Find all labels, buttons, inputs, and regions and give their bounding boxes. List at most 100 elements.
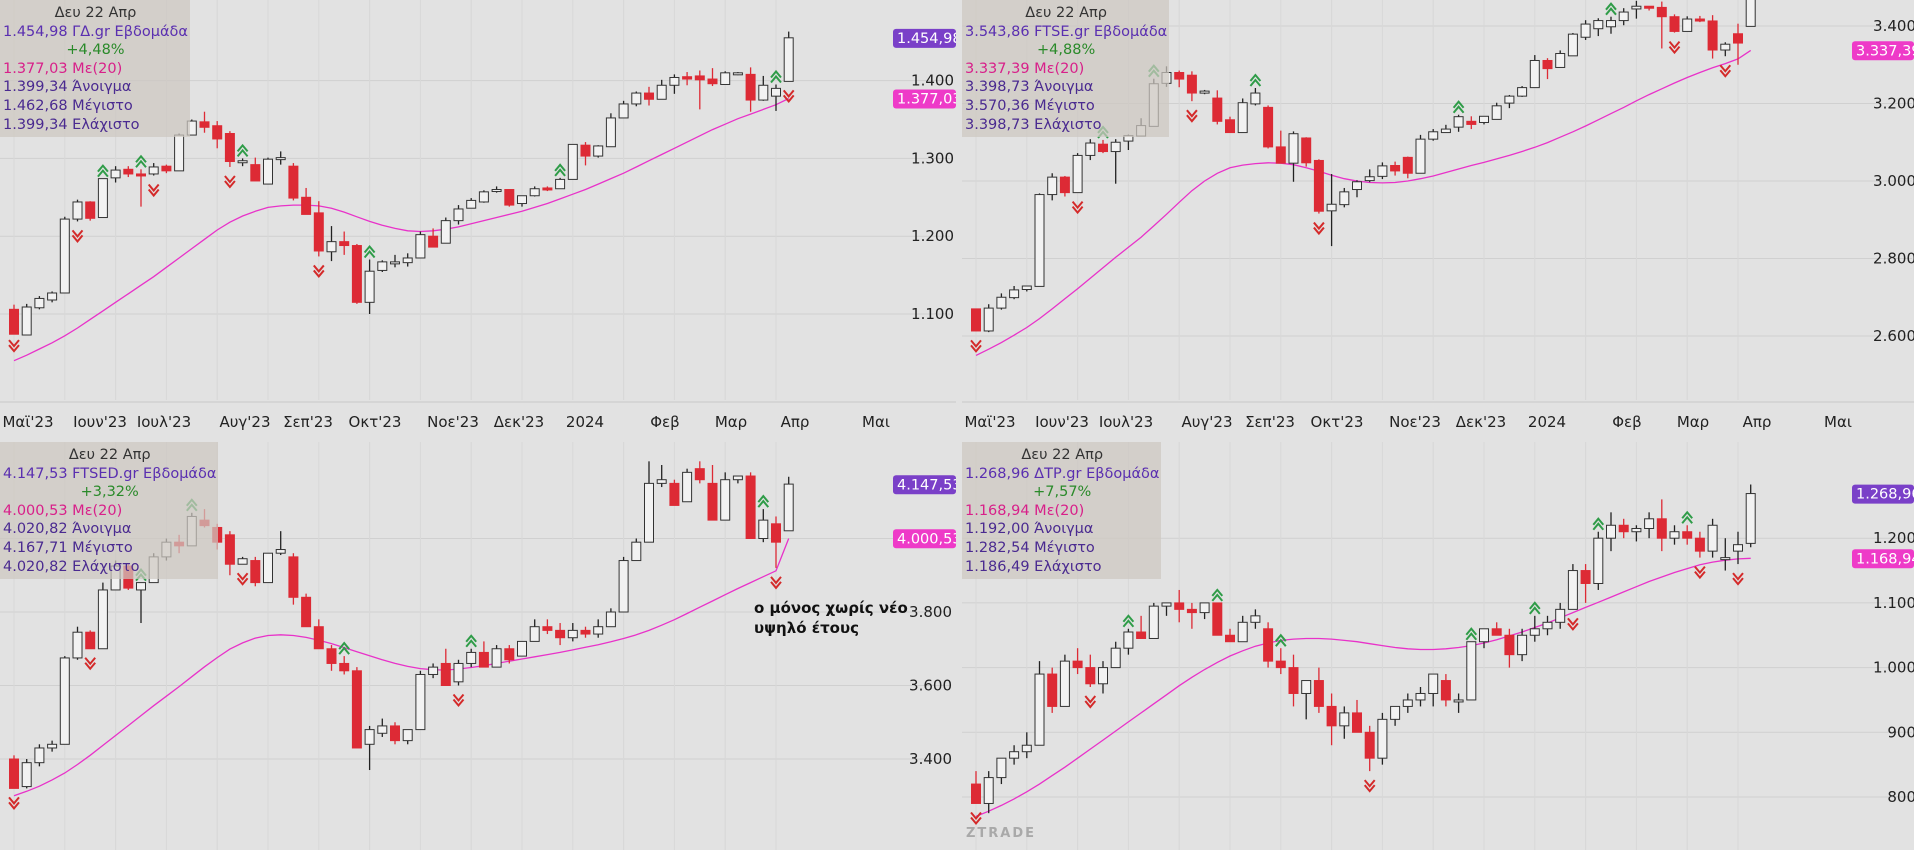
candle [1580,564,1591,603]
candle-body [1606,524,1616,539]
ma-tag-bg [1852,549,1914,569]
x-tick-label: Δεκ'23 [494,413,544,431]
candle-body [971,783,981,804]
candle-body [1161,602,1172,607]
candle [555,177,566,190]
candle [212,121,223,149]
candle [275,531,286,556]
candle [1466,641,1477,701]
candle-body [983,307,994,332]
candle-body [1212,97,1223,122]
candle-body [351,670,362,749]
candle [1694,531,1705,558]
x-tick-label: Οκτ'23 [1311,413,1364,431]
candle-body [1021,285,1032,291]
arrow-down-icon [1084,695,1097,709]
candle [326,226,337,262]
ma-tag: 1.377,03 [893,89,956,109]
candle [237,556,248,565]
legend-open: 1.192,00 Άνοιγμα [965,521,1094,538]
candle-body [669,482,680,506]
x-tick-label: Αυγ'23 [1181,413,1232,431]
candle [1275,648,1286,675]
legend-close: 3.543,86 FTSE.gr Εβδομάδα [965,23,1168,40]
candle [1504,94,1515,109]
candle-body [618,560,629,613]
candle [85,201,96,221]
legend-high: 1.282,54 Μέγιστο [965,539,1095,556]
candle [771,84,781,111]
arrow-down-icon [1071,200,1084,215]
candle-body [1174,72,1185,80]
y-tick-label: 1.200 [911,227,954,245]
candle-body [1555,53,1566,68]
candle-body [377,725,388,734]
candle [72,626,83,660]
candle-body [1237,102,1248,134]
arrow-down-icon [1694,565,1706,580]
candle [1237,98,1248,134]
candle-body [1313,680,1324,707]
legend-high: 1.462,68 Μέγιστο [3,97,133,114]
candle-body [996,757,1007,779]
candle [1339,187,1350,208]
candle-body [1199,90,1210,94]
y-tick-label: 2.800 [1873,250,1914,268]
candle-body [580,144,591,157]
candle-body [351,245,362,303]
candle-body [1428,131,1439,140]
candle-body [453,662,464,683]
candle [1504,628,1515,668]
candle [250,157,261,182]
y-tick-label: 3.400 [909,750,952,768]
candle [1707,15,1718,59]
y-tick-label: 1.200 [1873,529,1914,547]
candle [1034,193,1045,287]
candle-body [783,37,794,82]
candle-body [275,549,286,554]
x-tick-label: Μαϊ'23 [2,413,53,431]
candle [1352,180,1362,198]
candle [669,74,680,94]
candle-body [758,84,769,101]
arrow-down-icon [236,572,249,586]
legend-close: 1.268,96 ΔΤΡ.gr Εβδομάδα [965,465,1160,482]
candle-body [996,296,1007,309]
arrow-up-icon [1275,633,1287,647]
candle [580,142,591,166]
y-tick-label: 1.100 [911,305,954,323]
candle [567,143,578,180]
x-tick-label: Ιουν'23 [73,413,127,431]
legend-date: Δευ 22 Απρ [1025,5,1107,21]
candle [1352,699,1362,733]
legend-open: 4.020,82 Άνοιγμα [3,521,132,538]
candle-body [1402,699,1413,707]
ma-line [13,538,790,797]
candle [1618,8,1629,26]
candle [97,178,108,219]
candle-body [59,218,70,294]
candle-body [402,257,413,264]
candle-body [529,188,540,197]
candle-body [1529,59,1540,89]
candle-body [1720,43,1731,51]
candle [199,111,210,133]
annotation-text: ο μόνος χωρίς νέο υψηλό έτους [754,598,908,638]
candle [1186,71,1197,102]
chart-svg-gd: 1.100 1.200 1.300 1.400 Μαϊ'23 Ιουν'23 Ιουλ'23… [0,0,956,431]
candle [1301,137,1312,167]
candle [1656,1,1667,49]
candle-body [1440,680,1451,701]
candle [580,626,591,638]
candle [1453,114,1464,132]
candle-body [1263,628,1274,662]
ma-line [975,557,1751,818]
arrow-up-icon [363,244,376,259]
candle-body [1402,156,1413,174]
candle-body [504,648,515,661]
candle [669,479,680,506]
candle-body [504,189,515,206]
candle [110,166,121,183]
y-tick-label: 900 [1887,723,1914,741]
candle [428,663,439,679]
